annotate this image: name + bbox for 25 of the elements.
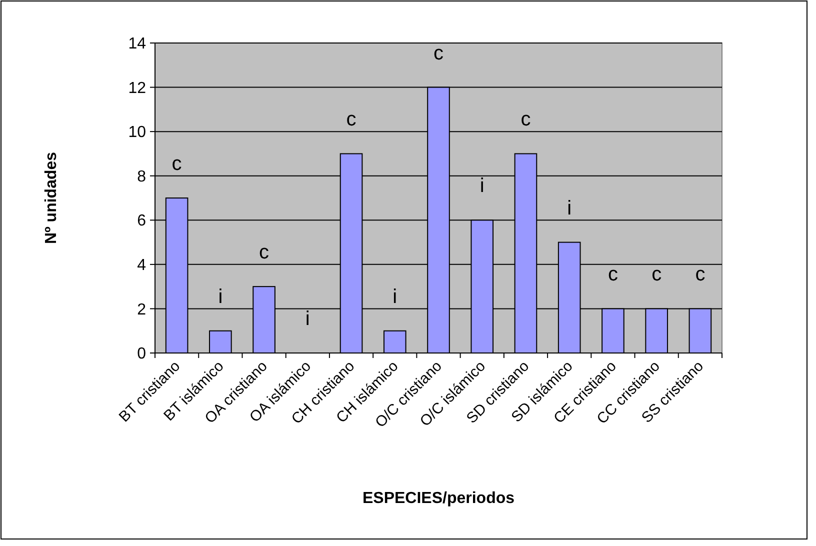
data-label: c: [346, 108, 356, 131]
data-label: i: [305, 308, 310, 330]
bar: [383, 330, 406, 354]
y-tick-label: 12: [128, 80, 146, 97]
y-tick-label: 2: [137, 301, 146, 318]
data-label: i: [567, 197, 572, 220]
data-label: c: [652, 264, 662, 286]
bar: [209, 330, 232, 354]
y-tick-label: 10: [128, 124, 146, 142]
data-label: c: [695, 264, 706, 286]
y-tick-label: 8: [137, 168, 146, 186]
data-label: c: [259, 242, 270, 264]
data-label: c: [608, 264, 618, 286]
y-axis-title: Nº unidades: [43, 152, 60, 244]
y-tick-label: 6: [137, 212, 146, 230]
data-label: i: [218, 286, 223, 308]
x-axis-title: ESPECIES/periodos: [362, 490, 515, 507]
y-tick-label: 14: [128, 36, 146, 53]
y-tick-label: 0: [137, 346, 146, 363]
data-label: i: [480, 175, 484, 198]
y-tick-label: 4: [137, 257, 146, 274]
data-label: c: [434, 42, 444, 64]
data-label: c: [172, 153, 182, 175]
data-label: i: [392, 286, 398, 308]
data-label: c: [520, 108, 531, 131]
